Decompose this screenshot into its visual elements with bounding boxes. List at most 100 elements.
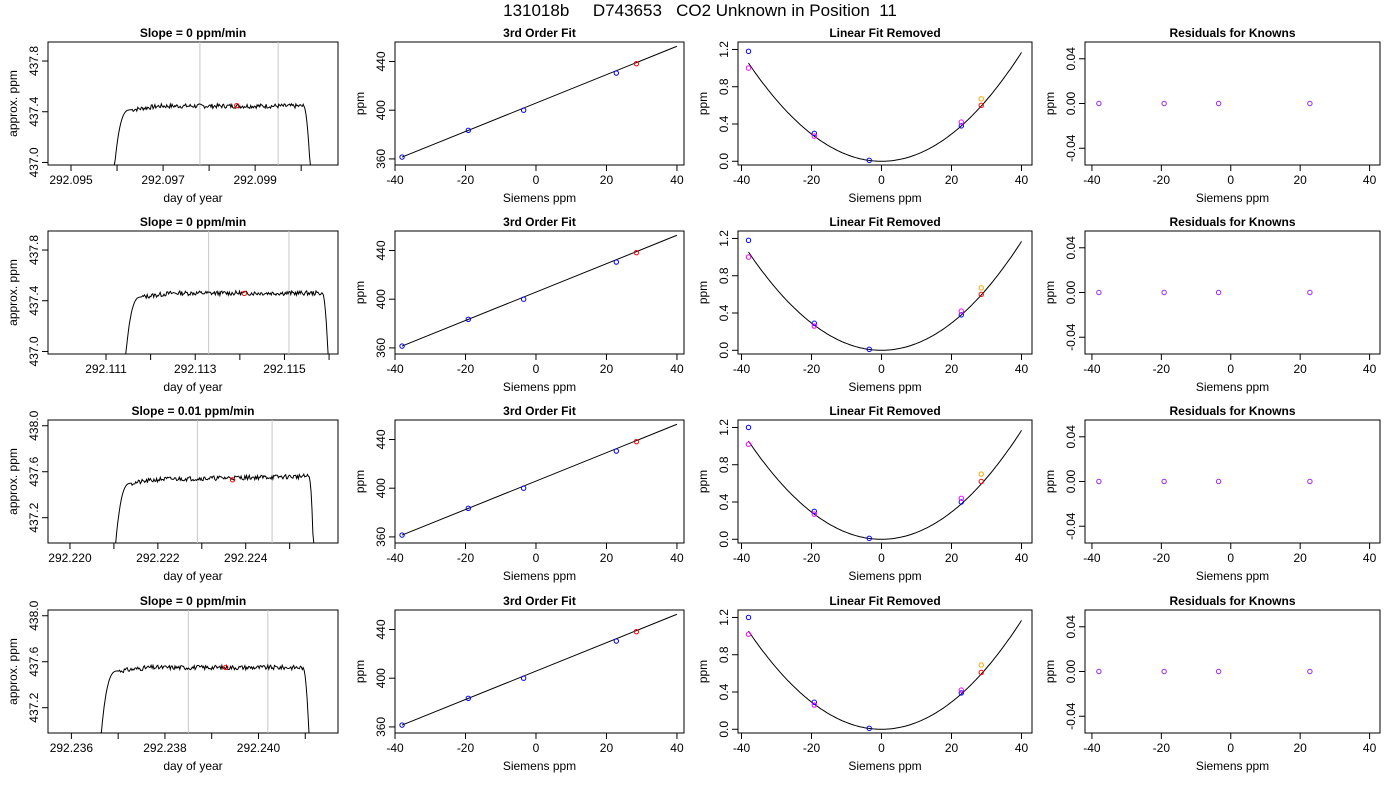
r3-time-xlabel: day of year	[163, 569, 222, 583]
r3-fit-axes-box	[394, 419, 685, 544]
r4-linfit-ytick-label: 0.8	[717, 646, 731, 663]
r1-fit-xtick-label: 40	[670, 173, 684, 187]
r4-resid-xtick-label: 0	[1227, 741, 1234, 755]
r4-resid-xtick-label: -40	[1083, 741, 1101, 755]
r2-linfit-point	[866, 346, 872, 353]
r3-fit-title: 3rd Order Fit	[503, 404, 576, 418]
r3-resid-axes-box	[1084, 419, 1381, 544]
r1-time-unknown-point	[234, 102, 240, 109]
r3-linfit-ytick-label: 0.8	[717, 456, 731, 473]
r1-resid-residual-point	[1161, 100, 1167, 107]
r2-linfit-xlabel: Siemens ppm	[848, 380, 921, 394]
r3-resid-xtick-label: -40	[1083, 551, 1101, 565]
r3-time-ytick-label: 438.0	[27, 410, 41, 440]
r4-linfit-xlabel: Siemens ppm	[848, 759, 921, 773]
r1-time-ytick-label: 437.8	[27, 46, 41, 76]
r4-time-axes-box	[47, 609, 339, 734]
r2-time-xtick-label: 292.115	[263, 362, 306, 376]
r2-resid-ytick-label: 0.00	[1064, 280, 1078, 304]
r2-time-ytick-label: 437.4	[27, 285, 41, 315]
r3-time-title: Slope = 0.01 ppm/min	[131, 404, 254, 418]
r2-fit-known-point	[465, 316, 472, 322]
r2-fit-xtick-label: 0	[533, 362, 540, 376]
r4-resid-xtick-label: 20	[1293, 741, 1307, 755]
r3-linfit-point	[958, 495, 964, 501]
r1-fit-xtick-label: -20	[457, 173, 475, 187]
r3-linfit-xtick-label: -40	[733, 551, 751, 565]
r1-linfit-xtick-label: 0	[878, 173, 885, 187]
r1-linfit-xtick-label: 20	[945, 173, 959, 187]
r4-time-xlabel: day of year	[163, 759, 222, 773]
r4-fit-ylabel: ppm	[353, 660, 367, 683]
r1-time-xtick-label: 292.095	[49, 173, 93, 187]
r3-linfit-point	[811, 511, 817, 517]
r2-fit-known-point	[399, 343, 405, 349]
r2-linfit-xtick-label: -40	[733, 362, 751, 376]
r3-linfit-ytick-label: 0.4	[717, 493, 731, 510]
r3-fit-known-point	[613, 448, 620, 454]
r4-fit-xtick-label: 40	[670, 741, 684, 755]
r3-resid-xtick-label: -20	[1153, 551, 1171, 565]
r4-fit-xtick-label: 20	[600, 741, 614, 755]
r1-resid-xtick-label: 20	[1293, 173, 1307, 187]
r3-fit-ylabel: ppm	[353, 470, 367, 493]
r4-fit-unknown-point	[633, 628, 640, 635]
r2-linfit-point	[978, 285, 984, 291]
r4-fit-known-point	[613, 638, 620, 644]
r2-resid-xtick-label: -20	[1153, 362, 1171, 376]
r4-time-xtick-label: 292.240	[237, 741, 281, 755]
r4-resid-axes-box	[1084, 609, 1381, 734]
r4-linfit-point	[978, 662, 984, 668]
r2-fit-xtick-label: 40	[670, 362, 684, 376]
r4-linfit-point	[811, 699, 817, 705]
r3-linfit-point	[745, 441, 752, 447]
r4-resid-residual-point	[1307, 668, 1313, 675]
r1-resid-xtick-label: -40	[1083, 173, 1101, 187]
r1-resid-residual-point	[1215, 100, 1222, 107]
r2-time-ytick-label: 437.0	[27, 336, 41, 366]
r2-linfit-xtick-label: 0	[878, 362, 885, 376]
r4-linfit-ylabel: ppm	[696, 660, 710, 683]
r2-fit-xtick-label: 20	[600, 362, 614, 376]
r2-fit-ytick-label: 360	[374, 338, 388, 358]
r1-resid-residual-point	[1307, 100, 1313, 107]
r4-time-ytick-label: 437.2	[27, 692, 41, 722]
r4-fit-title: 3rd Order Fit	[503, 594, 576, 608]
r3-resid-xtick-label: 0	[1227, 551, 1234, 565]
r2-fit-ytick-label: 400	[374, 289, 388, 309]
r4-linfit-point	[978, 669, 984, 676]
r3-fit-xlabel: Siemens ppm	[503, 569, 576, 583]
r4-fit-ytick-label: 360	[374, 717, 388, 737]
r2-time-trace-line	[123, 289, 330, 355]
r4-linfit-point	[745, 631, 752, 637]
r4-fit-xtick-label: -40	[386, 741, 404, 755]
r4-fit-ytick-label: 400	[374, 668, 388, 688]
r3-linfit-ytick-label: 1.2	[717, 419, 731, 436]
r4-fit-ytick-label: 440	[374, 619, 388, 639]
r2-time-axes-box	[47, 230, 339, 355]
r1-fit-xtick-label: -40	[386, 173, 404, 187]
r3-fit-unknown-point	[633, 438, 640, 445]
r1-time-trace-line	[112, 102, 312, 166]
r2-time-xtick-label: 292.111	[85, 362, 127, 376]
r1-linfit-point	[745, 65, 752, 71]
r1-resid-ytick-label: 0.00	[1064, 91, 1078, 115]
r2-linfit-curve-line	[748, 241, 1022, 351]
r3-resid-residual-point	[1215, 478, 1222, 485]
r4-resid-xlabel: Siemens ppm	[1196, 759, 1269, 773]
r1-linfit-curve-line	[748, 52, 1022, 162]
r3-fit-ytick-label: 360	[374, 527, 388, 547]
r2-resid-xlabel: Siemens ppm	[1196, 380, 1269, 394]
r3-fit-xtick-label: 40	[670, 551, 684, 565]
r1-resid-residual-point	[1096, 100, 1102, 107]
r2-linfit-point	[745, 237, 752, 244]
r2-linfit-point	[811, 320, 817, 326]
r3-linfit-ylabel: ppm	[696, 470, 710, 493]
r2-resid-ylabel: ppm	[1043, 281, 1057, 304]
r1-linfit-ylabel: ppm	[696, 92, 710, 115]
r1-fit-xtick-label: 0	[533, 173, 540, 187]
r3-linfit-ytick-label: 0.0	[717, 531, 731, 548]
r2-linfit-ytick-label: 0.0	[717, 342, 731, 359]
r1-resid-xtick-label: 0	[1227, 173, 1234, 187]
r1-linfit-xtick-label: -40	[733, 173, 751, 187]
